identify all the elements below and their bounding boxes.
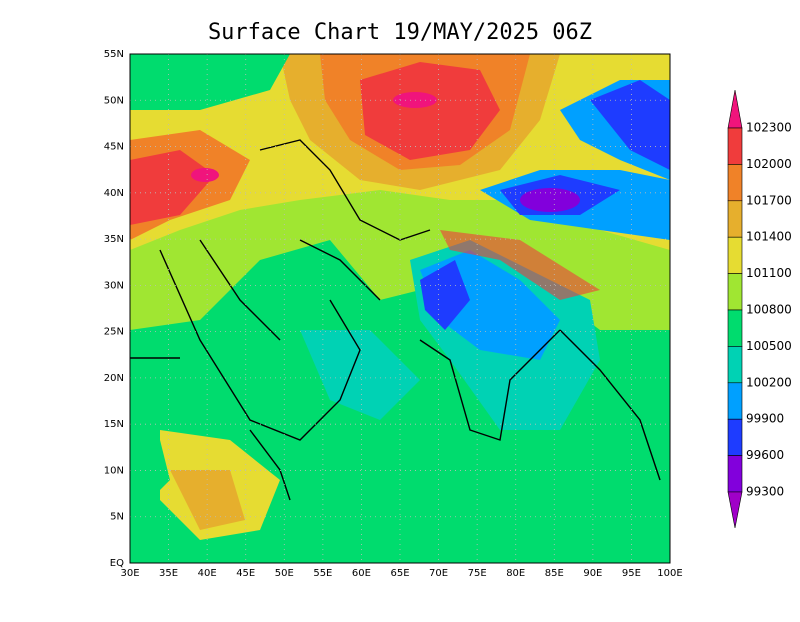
- colorbar-box: [727, 273, 743, 311]
- pressure-field: [130, 54, 670, 563]
- colorbar-label: 102000: [746, 157, 792, 171]
- lat-label: EQ: [110, 558, 124, 569]
- colorbar-label: 101400: [746, 230, 792, 244]
- lat-label: 20N: [104, 373, 124, 384]
- colorbar-label: 100500: [746, 339, 792, 353]
- colorbar-label: 100800: [746, 303, 792, 317]
- colorbar-label: 101100: [746, 266, 792, 280]
- lon-label: 80E: [506, 568, 525, 579]
- colorbar-label: 99900: [746, 412, 784, 426]
- lon-label: 50E: [275, 568, 294, 579]
- colorbar: 102300 102000 101700 101400 101100 100800 1005…: [727, 89, 792, 529]
- lon-label: 65E: [390, 568, 409, 579]
- lon-label: 30E: [120, 568, 139, 579]
- colorbar-box: [727, 346, 743, 384]
- graticule: [130, 54, 670, 563]
- lat-label: 40N: [104, 188, 124, 199]
- lon-label: 100E: [657, 568, 682, 579]
- colorbar-box: [727, 200, 743, 238]
- lon-label: 85E: [545, 568, 564, 579]
- colorbar-label: 102300: [746, 121, 792, 135]
- colorbar-label: 101700: [746, 193, 792, 207]
- colorbar-arrow: [727, 491, 743, 529]
- lat-label: 45N: [104, 142, 124, 153]
- colorbar-label: 99600: [746, 448, 784, 462]
- lat-label: 35N: [104, 234, 124, 245]
- lon-label: 75E: [468, 568, 487, 579]
- lon-label: 55E: [313, 568, 332, 579]
- lon-label: 60E: [352, 568, 371, 579]
- lat-label: 30N: [104, 280, 124, 291]
- lon-label: 45E: [236, 568, 255, 579]
- title: Surface Chart 19/MAY/2025 06Z: [208, 20, 592, 45]
- lon-label: 70E: [429, 568, 448, 579]
- map-frame: [129, 53, 671, 564]
- lon-label: 35E: [159, 568, 178, 579]
- lat-label: 55N: [104, 49, 124, 60]
- colorbar-box: [727, 418, 743, 456]
- lon-label: 90E: [583, 568, 602, 579]
- lat-label: 5N: [110, 512, 124, 523]
- axis-labels: EQ 5N 10N 15N 20N 25N 30N 35N 40N 45N 50N 55N 30E 35E…: [104, 49, 683, 579]
- colorbar-label: 99300: [746, 485, 784, 499]
- lon-label: 95E: [622, 568, 641, 579]
- colorbar-box: [727, 127, 743, 165]
- colorbar-box: [727, 309, 743, 347]
- lat-label: 25N: [104, 327, 124, 338]
- lat-label: 10N: [104, 465, 124, 476]
- colorbar-box: [727, 164, 743, 202]
- colorbar-arrow: [727, 89, 743, 129]
- colorbar-label: 100200: [746, 375, 792, 389]
- colorbar-box: [727, 236, 743, 274]
- lat-label: 15N: [104, 419, 124, 430]
- colorbar-box: [727, 455, 743, 493]
- colorbar-box: [727, 382, 743, 420]
- lat-label: 50N: [104, 95, 124, 106]
- lon-label: 40E: [198, 568, 217, 579]
